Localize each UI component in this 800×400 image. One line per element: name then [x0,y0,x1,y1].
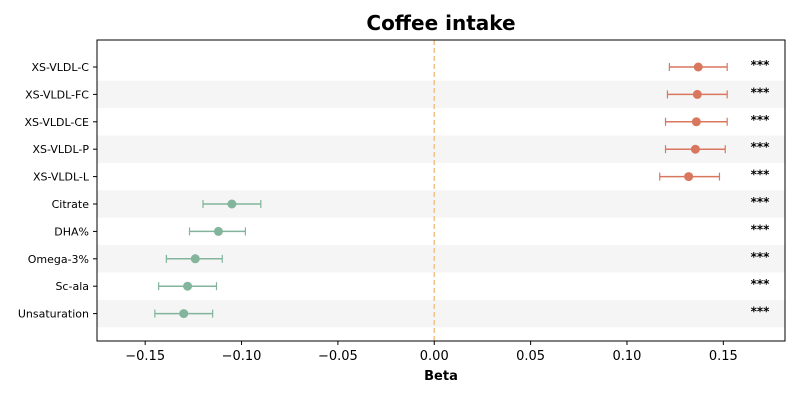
x-tick-label: 0.15 [709,349,738,364]
series-marks: *** *** *** *** *** *** *** *** *** *** [154,58,771,319]
x-tick-label: 0.05 [516,349,545,364]
significance-label: *** [751,140,771,154]
y-tick-label: XS-VLDL-C [31,61,89,74]
y-tick-label: XS-VLDL-CE [24,116,89,129]
x-tick-label: −0.10 [222,349,262,364]
estimate-point [693,62,703,72]
y-tick-label: Citrate [52,198,90,211]
significance-label: *** [751,168,771,182]
row-bands [97,80,785,328]
y-tick-label: Sc-ala [55,280,89,293]
significance-label: *** [751,305,771,319]
estimate-point [190,254,200,264]
estimate-point [691,117,701,127]
significance-label: *** [751,277,771,291]
estimate-point [179,309,189,319]
significance-label: *** [751,85,771,99]
y-tick-label: XS-VLDL-P [32,143,89,156]
y-tick-label: Omega-3% [28,253,89,266]
significance-label: *** [751,222,771,236]
x-axis-label: Beta [424,369,458,384]
y-tick-label: Unsaturation [18,308,89,321]
x-tick-label: −0.05 [318,349,358,364]
chart-title: Coffee intake [366,11,515,35]
x-tick-label: 0.00 [420,349,449,364]
row-band [97,190,785,218]
x-axis: −0.15 −0.10 −0.05 0.00 0.05 0.10 0.15 [125,341,738,364]
y-tick-label: DHA% [54,225,89,238]
estimate-point [227,199,237,209]
x-tick-label: 0.10 [612,349,641,364]
estimate-point [692,89,702,99]
estimate-point [690,144,700,154]
significance-label: *** [751,195,771,209]
plot-frame [96,39,786,342]
y-tick-label: XS-VLDL-L [33,171,90,184]
x-tick-label: −0.15 [125,349,165,364]
y-axis: XS-VLDL-C XS-VLDL-FC XS-VLDL-CE XS-VLDL-P XS… [18,61,97,321]
significance-label: *** [751,250,771,264]
y-tick-label: XS-VLDL-FC [25,88,89,101]
significance-label: *** [751,113,771,127]
estimate-point [213,226,223,236]
estimate-point [684,172,694,182]
estimate-point [183,281,193,291]
significance-label: *** [751,58,771,72]
